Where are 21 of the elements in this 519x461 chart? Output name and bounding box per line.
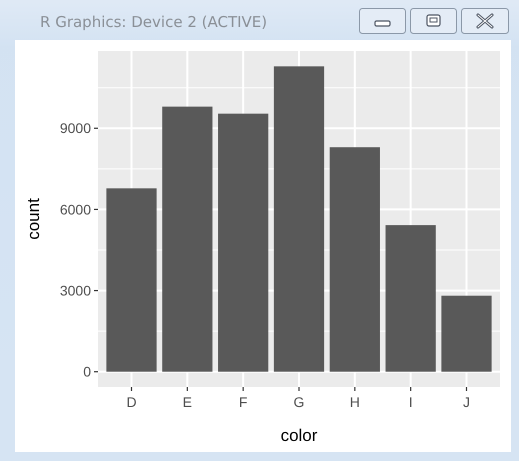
x-tick-label: I (408, 394, 413, 410)
x-tick-label: F (238, 394, 248, 410)
y-tick-label: 3000 (60, 282, 92, 298)
y-tick-label: 6000 (60, 201, 92, 218)
bar (218, 114, 268, 372)
x-tick-label: H (350, 394, 360, 410)
bar (386, 225, 436, 372)
y-tick-label: 0 (83, 364, 92, 380)
x-tick-label: E (182, 394, 192, 410)
y-axis-title: count (24, 198, 43, 240)
bar (106, 188, 157, 372)
x-tick-label: D (126, 394, 137, 410)
x-tick-label: J (463, 394, 470, 410)
text: R Graphics: Device 2 (ACTIVE) (40, 13, 268, 31)
bar (274, 66, 324, 372)
bar (162, 106, 212, 372)
bar (441, 296, 492, 372)
x-axis-title: color (280, 426, 318, 445)
x-tick-label: G (294, 394, 304, 410)
y-tick-label: 9000 (60, 120, 92, 136)
bar (330, 147, 380, 372)
